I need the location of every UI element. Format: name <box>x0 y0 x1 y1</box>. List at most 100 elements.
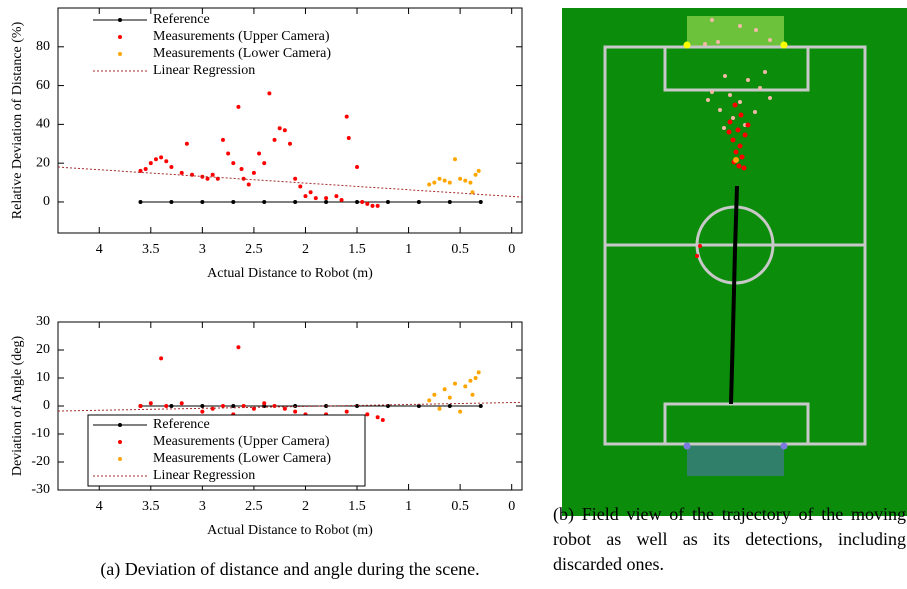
y-tick-label: 60 <box>36 78 50 93</box>
point <box>468 379 472 383</box>
point <box>345 410 349 414</box>
figure: 02040608043.532.521.510.50Actual Distanc… <box>0 0 907 589</box>
point <box>262 161 266 165</box>
point <box>365 202 369 206</box>
detection-lower <box>733 157 739 163</box>
point <box>293 200 297 204</box>
point <box>180 401 184 405</box>
point <box>432 393 436 397</box>
point <box>257 151 261 155</box>
point <box>458 410 462 414</box>
point <box>458 177 462 181</box>
x-tick-label: 1 <box>405 242 412 257</box>
point <box>309 190 313 194</box>
goal-post <box>684 443 691 450</box>
point <box>144 167 148 171</box>
legend-label: Reference <box>153 417 210 432</box>
x-tick-label: 1.5 <box>348 242 366 257</box>
legend-symbol <box>118 52 122 56</box>
regression-line <box>58 402 522 411</box>
point <box>262 401 266 405</box>
point <box>221 138 225 142</box>
point <box>448 200 452 204</box>
plot-area <box>58 345 522 422</box>
point <box>340 198 344 202</box>
point <box>200 404 204 408</box>
point <box>169 200 173 204</box>
legend-symbol <box>118 18 122 22</box>
point <box>370 204 374 208</box>
caption: (b) Field view of the trajectory of the … <box>553 502 906 577</box>
point <box>267 91 271 95</box>
y-axis-title: Deviation of Angle (deg) <box>10 335 25 476</box>
goal-post <box>684 42 691 49</box>
point <box>164 404 168 408</box>
x-tick-label: 2.5 <box>245 499 263 514</box>
point <box>247 183 251 187</box>
point <box>240 167 244 171</box>
x-tick-label: 2 <box>302 242 309 257</box>
x-tick-label: 1.5 <box>348 499 366 514</box>
y-tick-label: 30 <box>36 314 50 329</box>
point <box>386 200 390 204</box>
point <box>355 404 359 408</box>
goal-post <box>781 42 788 49</box>
point <box>200 410 204 414</box>
x-tick-label: 1 <box>405 499 412 514</box>
legend-label: Reference <box>153 12 210 27</box>
legend-symbol <box>118 35 122 39</box>
point <box>479 404 483 408</box>
y-axis-title: Relative Deviation of Distance (%) <box>10 21 25 219</box>
point <box>138 404 142 408</box>
point <box>221 404 225 408</box>
point <box>477 370 481 374</box>
point <box>164 159 168 163</box>
point <box>360 200 364 204</box>
legend-symbol <box>118 423 122 427</box>
x-tick-label: 0.5 <box>451 242 469 257</box>
point <box>298 184 302 188</box>
x-tick-label: 0 <box>508 499 515 514</box>
point <box>432 181 436 185</box>
point <box>468 181 472 185</box>
y-tick-label: 80 <box>36 39 50 54</box>
point <box>231 161 235 165</box>
point <box>438 177 442 181</box>
goal-post <box>781 443 788 450</box>
point <box>474 173 478 177</box>
page: 02040608043.532.521.510.50Actual Distanc… <box>0 0 907 589</box>
point <box>283 128 287 132</box>
legend-symbol <box>118 440 122 444</box>
regression-line <box>58 167 522 197</box>
point <box>138 200 142 204</box>
point <box>154 157 158 161</box>
point <box>273 138 277 142</box>
point <box>159 155 163 159</box>
y-tick-label: 40 <box>36 117 50 132</box>
point <box>185 142 189 146</box>
point <box>314 196 318 200</box>
point <box>427 183 431 187</box>
legend-label: Linear Regression <box>153 468 255 483</box>
point <box>448 396 452 400</box>
x-tick-label: 2 <box>302 499 309 514</box>
point <box>190 173 194 177</box>
point <box>149 161 153 165</box>
y-tick-label: -10 <box>31 426 50 441</box>
x-axis-title: Actual Distance to Robot (m) <box>207 266 373 281</box>
x-tick-label: 0.5 <box>451 499 469 514</box>
point <box>355 200 359 204</box>
point <box>293 177 297 181</box>
point <box>427 398 431 402</box>
point <box>355 165 359 169</box>
point <box>443 387 447 391</box>
point <box>438 407 442 411</box>
point <box>303 194 307 198</box>
point <box>226 151 230 155</box>
x-tick-label: 3 <box>199 499 206 514</box>
point <box>474 376 478 380</box>
y-tick-label: 0 <box>43 398 50 413</box>
point <box>200 200 204 204</box>
point <box>293 404 297 408</box>
